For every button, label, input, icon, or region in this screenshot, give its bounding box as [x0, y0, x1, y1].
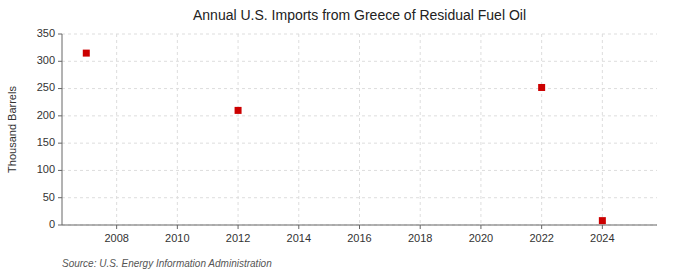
x-tick: [177, 225, 178, 229]
y-tick-label: 150: [37, 136, 55, 148]
ticks: 0 50 100 150 200 250 300 350 2008 2010 2012 2014 201…: [37, 27, 615, 244]
y-tick-label: 100: [37, 163, 55, 175]
x-tick-label: 2012: [226, 232, 250, 244]
grid-line-x: [541, 34, 542, 225]
grid-line-x: [420, 34, 421, 225]
y-tick: [58, 143, 62, 144]
y-tick-label: 50: [43, 191, 55, 203]
x-tick: [359, 225, 360, 229]
grid-line-x: [177, 34, 178, 225]
x-tick: [420, 225, 421, 229]
x-tick-label: 2016: [347, 232, 371, 244]
y-tick: [58, 34, 62, 35]
x-tick-label: 2014: [287, 232, 311, 244]
y-tick: [58, 225, 62, 226]
grid-line-x: [238, 34, 239, 225]
x-tick-label: 2010: [165, 232, 189, 244]
y-axis-label: Thousand Barrels: [6, 86, 18, 173]
x-tick: [480, 225, 481, 229]
grid-line-x: [298, 34, 299, 225]
grid-line-x: [359, 34, 360, 225]
y-tick-label: 300: [37, 54, 55, 66]
grid-line-x: [480, 34, 481, 225]
x-tick: [602, 225, 603, 229]
grid-line-y: [62, 170, 657, 171]
y-tick-label: 350: [37, 27, 55, 39]
chart-container: 0 50 100 150 200 250 300 350 2008 2010 2012 2014 201…: [0, 0, 675, 275]
y-tick: [58, 115, 62, 116]
source-note: Source: U.S. Energy Information Administ…: [62, 258, 272, 269]
point: [599, 217, 606, 224]
y-tick: [58, 88, 62, 89]
x-tick-label: 2020: [469, 232, 493, 244]
x-tick: [541, 225, 542, 229]
grid-line-x: [602, 34, 603, 225]
chart-svg: 0 50 100 150 200 250 300 350 2008 2010 2012 2014 201…: [0, 0, 675, 275]
x-tick-label: 2022: [529, 232, 553, 244]
y-tick-label: 250: [37, 81, 55, 93]
y-tick-label: 200: [37, 109, 55, 121]
grid-line-y: [62, 115, 657, 116]
x-tick: [238, 225, 239, 229]
grid-line-x: [116, 34, 117, 225]
y-tick: [58, 197, 62, 198]
x-tick-label: 2008: [104, 232, 128, 244]
y-tick: [58, 170, 62, 171]
x-tick-label: 2018: [408, 232, 432, 244]
x-tick-label: 2024: [590, 232, 614, 244]
title: Annual U.S. Imports from Greece of Resid…: [193, 7, 526, 23]
x-tick: [298, 225, 299, 229]
points: [83, 50, 606, 225]
y-tick: [58, 61, 62, 62]
point: [538, 84, 545, 91]
x-tick: [116, 225, 117, 229]
point: [83, 50, 90, 57]
y-tick-label: 0: [49, 218, 55, 230]
grid: [62, 34, 657, 225]
point: [235, 107, 242, 114]
y-axis-line: [62, 34, 63, 225]
